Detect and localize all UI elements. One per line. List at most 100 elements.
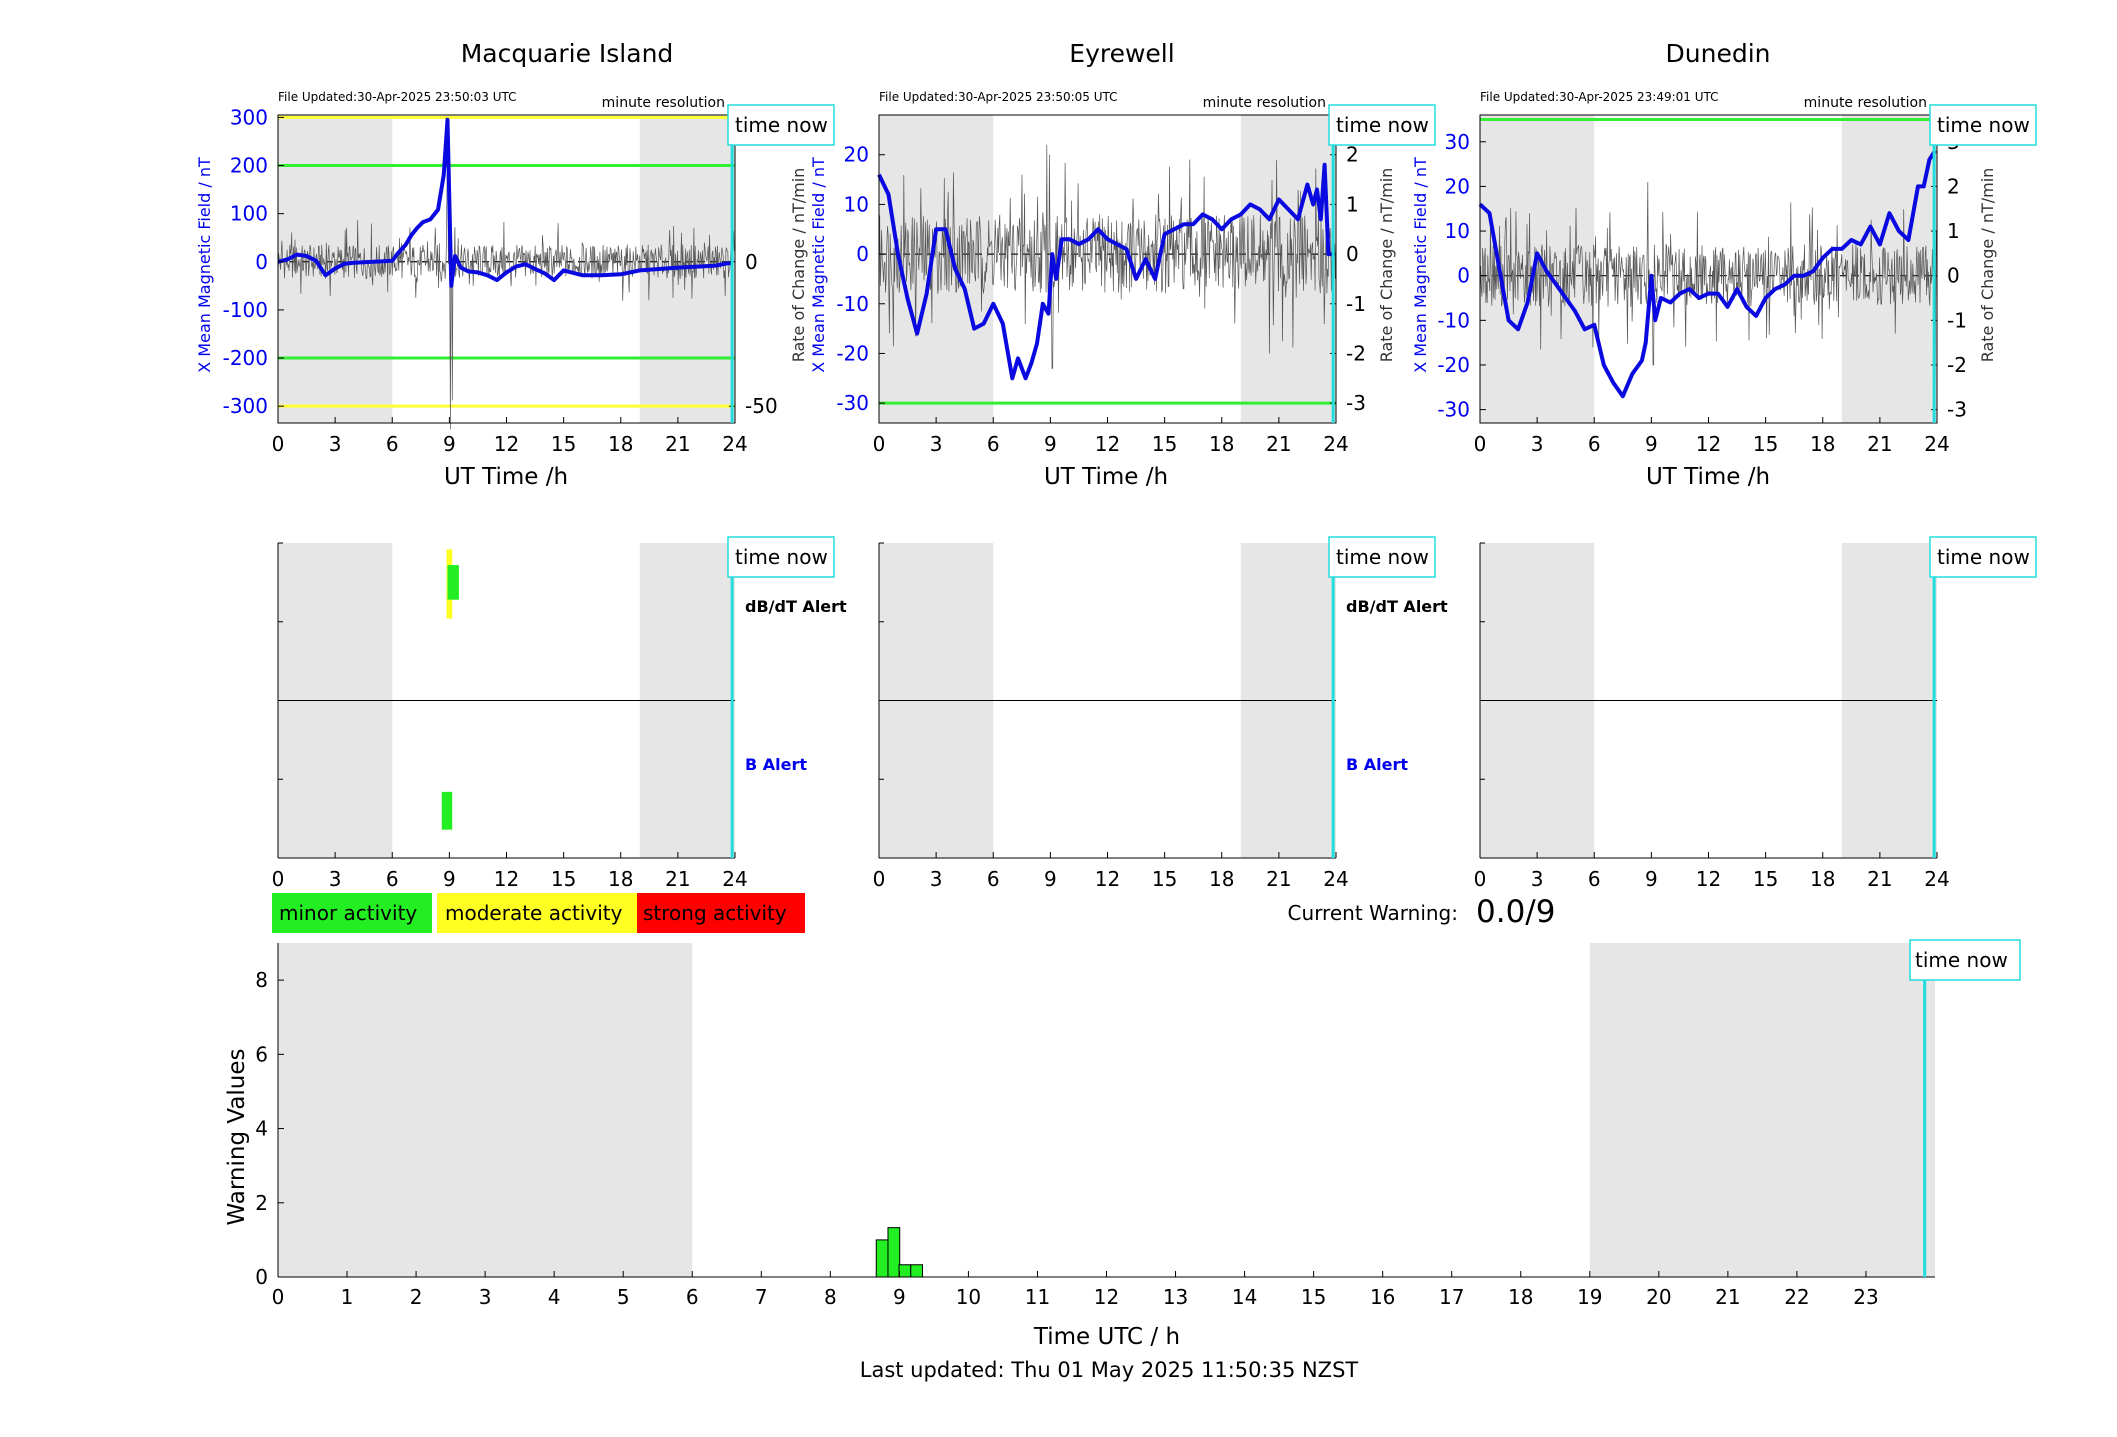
- x-tick-label: 7: [755, 1285, 768, 1309]
- x-tick-label: 18: [608, 867, 633, 891]
- y-tick-label-left: 30: [1445, 130, 1470, 154]
- warning-bar: [910, 1264, 924, 1278]
- y-tick-label-right: -1: [1346, 292, 1366, 316]
- x-tick-label: 1: [341, 1285, 354, 1309]
- x-tick-label: 3: [930, 432, 943, 456]
- x-tick-label: 9: [1645, 867, 1658, 891]
- x-tick-label: 6: [686, 1285, 699, 1309]
- x-tick-label: 9: [1044, 432, 1057, 456]
- y-tick-label-right: 0: [745, 250, 758, 274]
- y-tick-label-right: 1: [1947, 219, 1960, 243]
- y-tick-label-left: 100: [230, 202, 268, 226]
- x-tick-label: 15: [1753, 867, 1778, 891]
- legend-minor-swatch: [272, 893, 432, 933]
- dbdt-label-1: dB/dT Alert: [1346, 597, 1448, 616]
- y-tick-label-right: -3: [1947, 398, 1967, 422]
- x-tick-label: 23: [1853, 1285, 1878, 1309]
- x-tick-label: 21: [1266, 867, 1291, 891]
- dbdt-label-0: dB/dT Alert: [745, 597, 847, 616]
- x-tick-label: 18: [1209, 867, 1234, 891]
- x-tick-label: 0: [272, 432, 285, 456]
- x-tick-label: 0: [272, 867, 285, 891]
- b-alert-label-1: B Alert: [1346, 755, 1408, 774]
- dbdt-alert-mark: [447, 565, 459, 600]
- rate-of-change-trace: [1479, 181, 1938, 410]
- x-tick-label: 24: [1924, 867, 1949, 891]
- warning-bar: [887, 1227, 901, 1278]
- y-tick-label-right: 2: [1346, 143, 1359, 167]
- time-now-box: [1328, 104, 1436, 146]
- y-tick-label: 0: [255, 1265, 268, 1289]
- y-tick-label-right: -2: [1346, 341, 1366, 365]
- y-tick-label: 2: [255, 1191, 268, 1215]
- x-field-series: [877, 162, 1335, 381]
- night-shading: [278, 943, 693, 1277]
- x-tick-label: 15: [1753, 432, 1778, 456]
- time-now-label: time now: [1937, 545, 2030, 569]
- legend-moderate-swatch: [437, 893, 637, 933]
- warning-xlabel: Time UTC / h: [1033, 1324, 1180, 1350]
- legend-minor-label: minor activity: [279, 901, 417, 925]
- y-tick-label-left: 0: [1457, 264, 1470, 288]
- time-now-label: time now: [735, 113, 828, 137]
- x-tick-label: 3: [479, 1285, 492, 1309]
- y-tick-label-left: -30: [1437, 398, 1470, 422]
- ylabel-left-0: X Mean Magnetic Field / nT: [195, 157, 214, 373]
- x-tick-label: 8: [824, 1285, 837, 1309]
- x-tick-label: 6: [386, 867, 399, 891]
- time-now-box: [1929, 104, 2037, 146]
- y-tick-label-left: -200: [223, 346, 268, 370]
- y-tick-label-right: 2: [1947, 174, 1960, 198]
- x-tick-label: 19: [1577, 1285, 1602, 1309]
- time-now-label: time now: [1336, 113, 1429, 137]
- station-title-0: Macquarie Island: [461, 39, 674, 68]
- xlabel-1: UT Time /h: [1044, 464, 1168, 490]
- resolution-2: minute resolution: [1804, 95, 1927, 111]
- b-alert-label-0: B Alert: [745, 755, 807, 774]
- y-tick-label-left: -10: [836, 292, 869, 316]
- x-tick-label: 11: [1025, 1285, 1050, 1309]
- y-tick-label-right: 1: [1346, 192, 1359, 216]
- y-tick-label-left: -10: [1437, 308, 1470, 332]
- x-tick-label: 6: [386, 432, 399, 456]
- x-tick-label: 12: [494, 867, 519, 891]
- x-tick-label: 6: [1588, 432, 1601, 456]
- x-tick-label: 3: [329, 432, 342, 456]
- y-tick-label-right: 0: [1346, 242, 1359, 266]
- y-tick-label-right: -3: [1346, 391, 1366, 415]
- x-tick-label: 6: [987, 867, 1000, 891]
- warning-bar: [875, 1239, 889, 1278]
- ylabel-left-1: X Mean Magnetic Field / nT: [809, 157, 828, 373]
- x-tick-label: 24: [722, 867, 747, 891]
- x-tick-label: 15: [551, 867, 576, 891]
- x-tick-label: 3: [1531, 867, 1544, 891]
- alert-plot-eyrewell: 0 3 6 9 12 15 18 21 24 time now: [873, 536, 1436, 891]
- legend-strong-swatch: [637, 893, 805, 933]
- x-tick-label: 18: [1209, 432, 1234, 456]
- x-tick-label: 12: [1696, 432, 1721, 456]
- x-tick-label: 18: [1810, 432, 1835, 456]
- x-tick-label: 22: [1784, 1285, 1809, 1309]
- b-alert-mark: [441, 791, 453, 830]
- x-tick-label: 15: [1152, 432, 1177, 456]
- time-now-box: [727, 536, 835, 578]
- x-tick-label: 24: [1323, 432, 1348, 456]
- time-now-label: time now: [735, 545, 828, 569]
- y-tick-label-left: 0: [856, 242, 869, 266]
- x-tick-label: 12: [1095, 867, 1120, 891]
- y-tick-label-right: 0: [1947, 264, 1960, 288]
- time-now-box: [727, 104, 835, 146]
- x-tick-label: 17: [1439, 1285, 1464, 1309]
- x-tick-label: 0: [873, 432, 886, 456]
- x-field-series: [277, 117, 734, 288]
- current-warning-label: Current Warning:: [1288, 901, 1458, 925]
- time-now-label: time now: [1915, 948, 2008, 972]
- x-tick-label: 9: [443, 867, 456, 891]
- x-tick-label: 12: [494, 432, 519, 456]
- current-warning-value: 0.0/9: [1476, 894, 1555, 930]
- x-tick-label: 24: [1323, 867, 1348, 891]
- y-tick-label-left: -100: [223, 298, 268, 322]
- x-tick-label: 0: [1474, 432, 1487, 456]
